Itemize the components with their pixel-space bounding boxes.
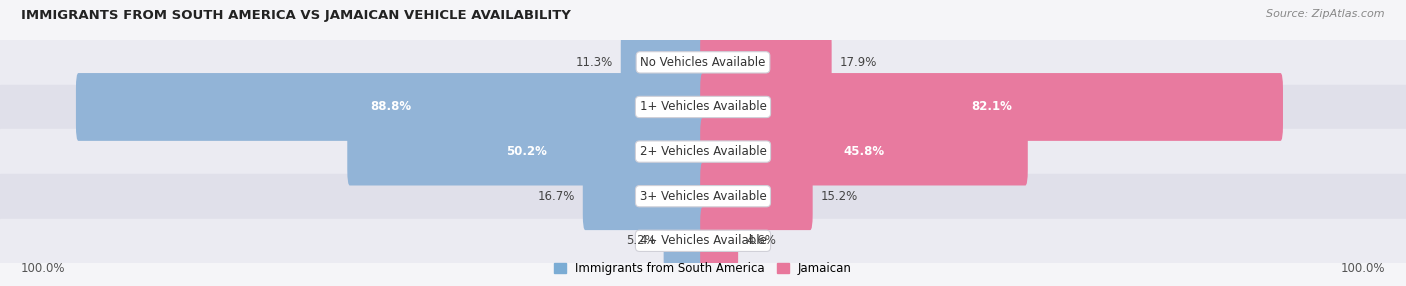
Text: 45.8%: 45.8% [844,145,884,158]
FancyBboxPatch shape [700,207,738,275]
Text: 100.0%: 100.0% [1340,262,1385,275]
FancyBboxPatch shape [700,28,832,96]
FancyBboxPatch shape [700,118,1028,186]
Text: 4.6%: 4.6% [747,234,776,247]
Text: 11.3%: 11.3% [576,56,613,69]
Text: 4+ Vehicles Available: 4+ Vehicles Available [640,234,766,247]
Text: 82.1%: 82.1% [972,100,1012,114]
Bar [0,174,1406,219]
FancyBboxPatch shape [700,73,1282,141]
Text: 3+ Vehicles Available: 3+ Vehicles Available [640,190,766,203]
Bar [0,85,1406,129]
FancyBboxPatch shape [664,207,706,275]
Bar [0,129,1406,174]
Text: Source: ZipAtlas.com: Source: ZipAtlas.com [1267,9,1385,19]
Text: 15.2%: 15.2% [821,190,858,203]
Text: 1+ Vehicles Available: 1+ Vehicles Available [640,100,766,114]
Text: IMMIGRANTS FROM SOUTH AMERICA VS JAMAICAN VEHICLE AVAILABILITY: IMMIGRANTS FROM SOUTH AMERICA VS JAMAICA… [21,9,571,21]
Text: 50.2%: 50.2% [506,145,547,158]
Bar [0,219,1406,263]
Legend: Immigrants from South America, Jamaican: Immigrants from South America, Jamaican [550,258,856,280]
FancyBboxPatch shape [583,162,706,230]
Bar [0,40,1406,85]
Text: 17.9%: 17.9% [839,56,877,69]
FancyBboxPatch shape [621,28,706,96]
Text: No Vehicles Available: No Vehicles Available [640,56,766,69]
Text: 2+ Vehicles Available: 2+ Vehicles Available [640,145,766,158]
Text: 16.7%: 16.7% [537,190,575,203]
Text: 100.0%: 100.0% [21,262,66,275]
Text: 88.8%: 88.8% [370,100,412,114]
FancyBboxPatch shape [347,118,706,186]
Text: 5.2%: 5.2% [626,234,655,247]
FancyBboxPatch shape [700,162,813,230]
FancyBboxPatch shape [76,73,706,141]
